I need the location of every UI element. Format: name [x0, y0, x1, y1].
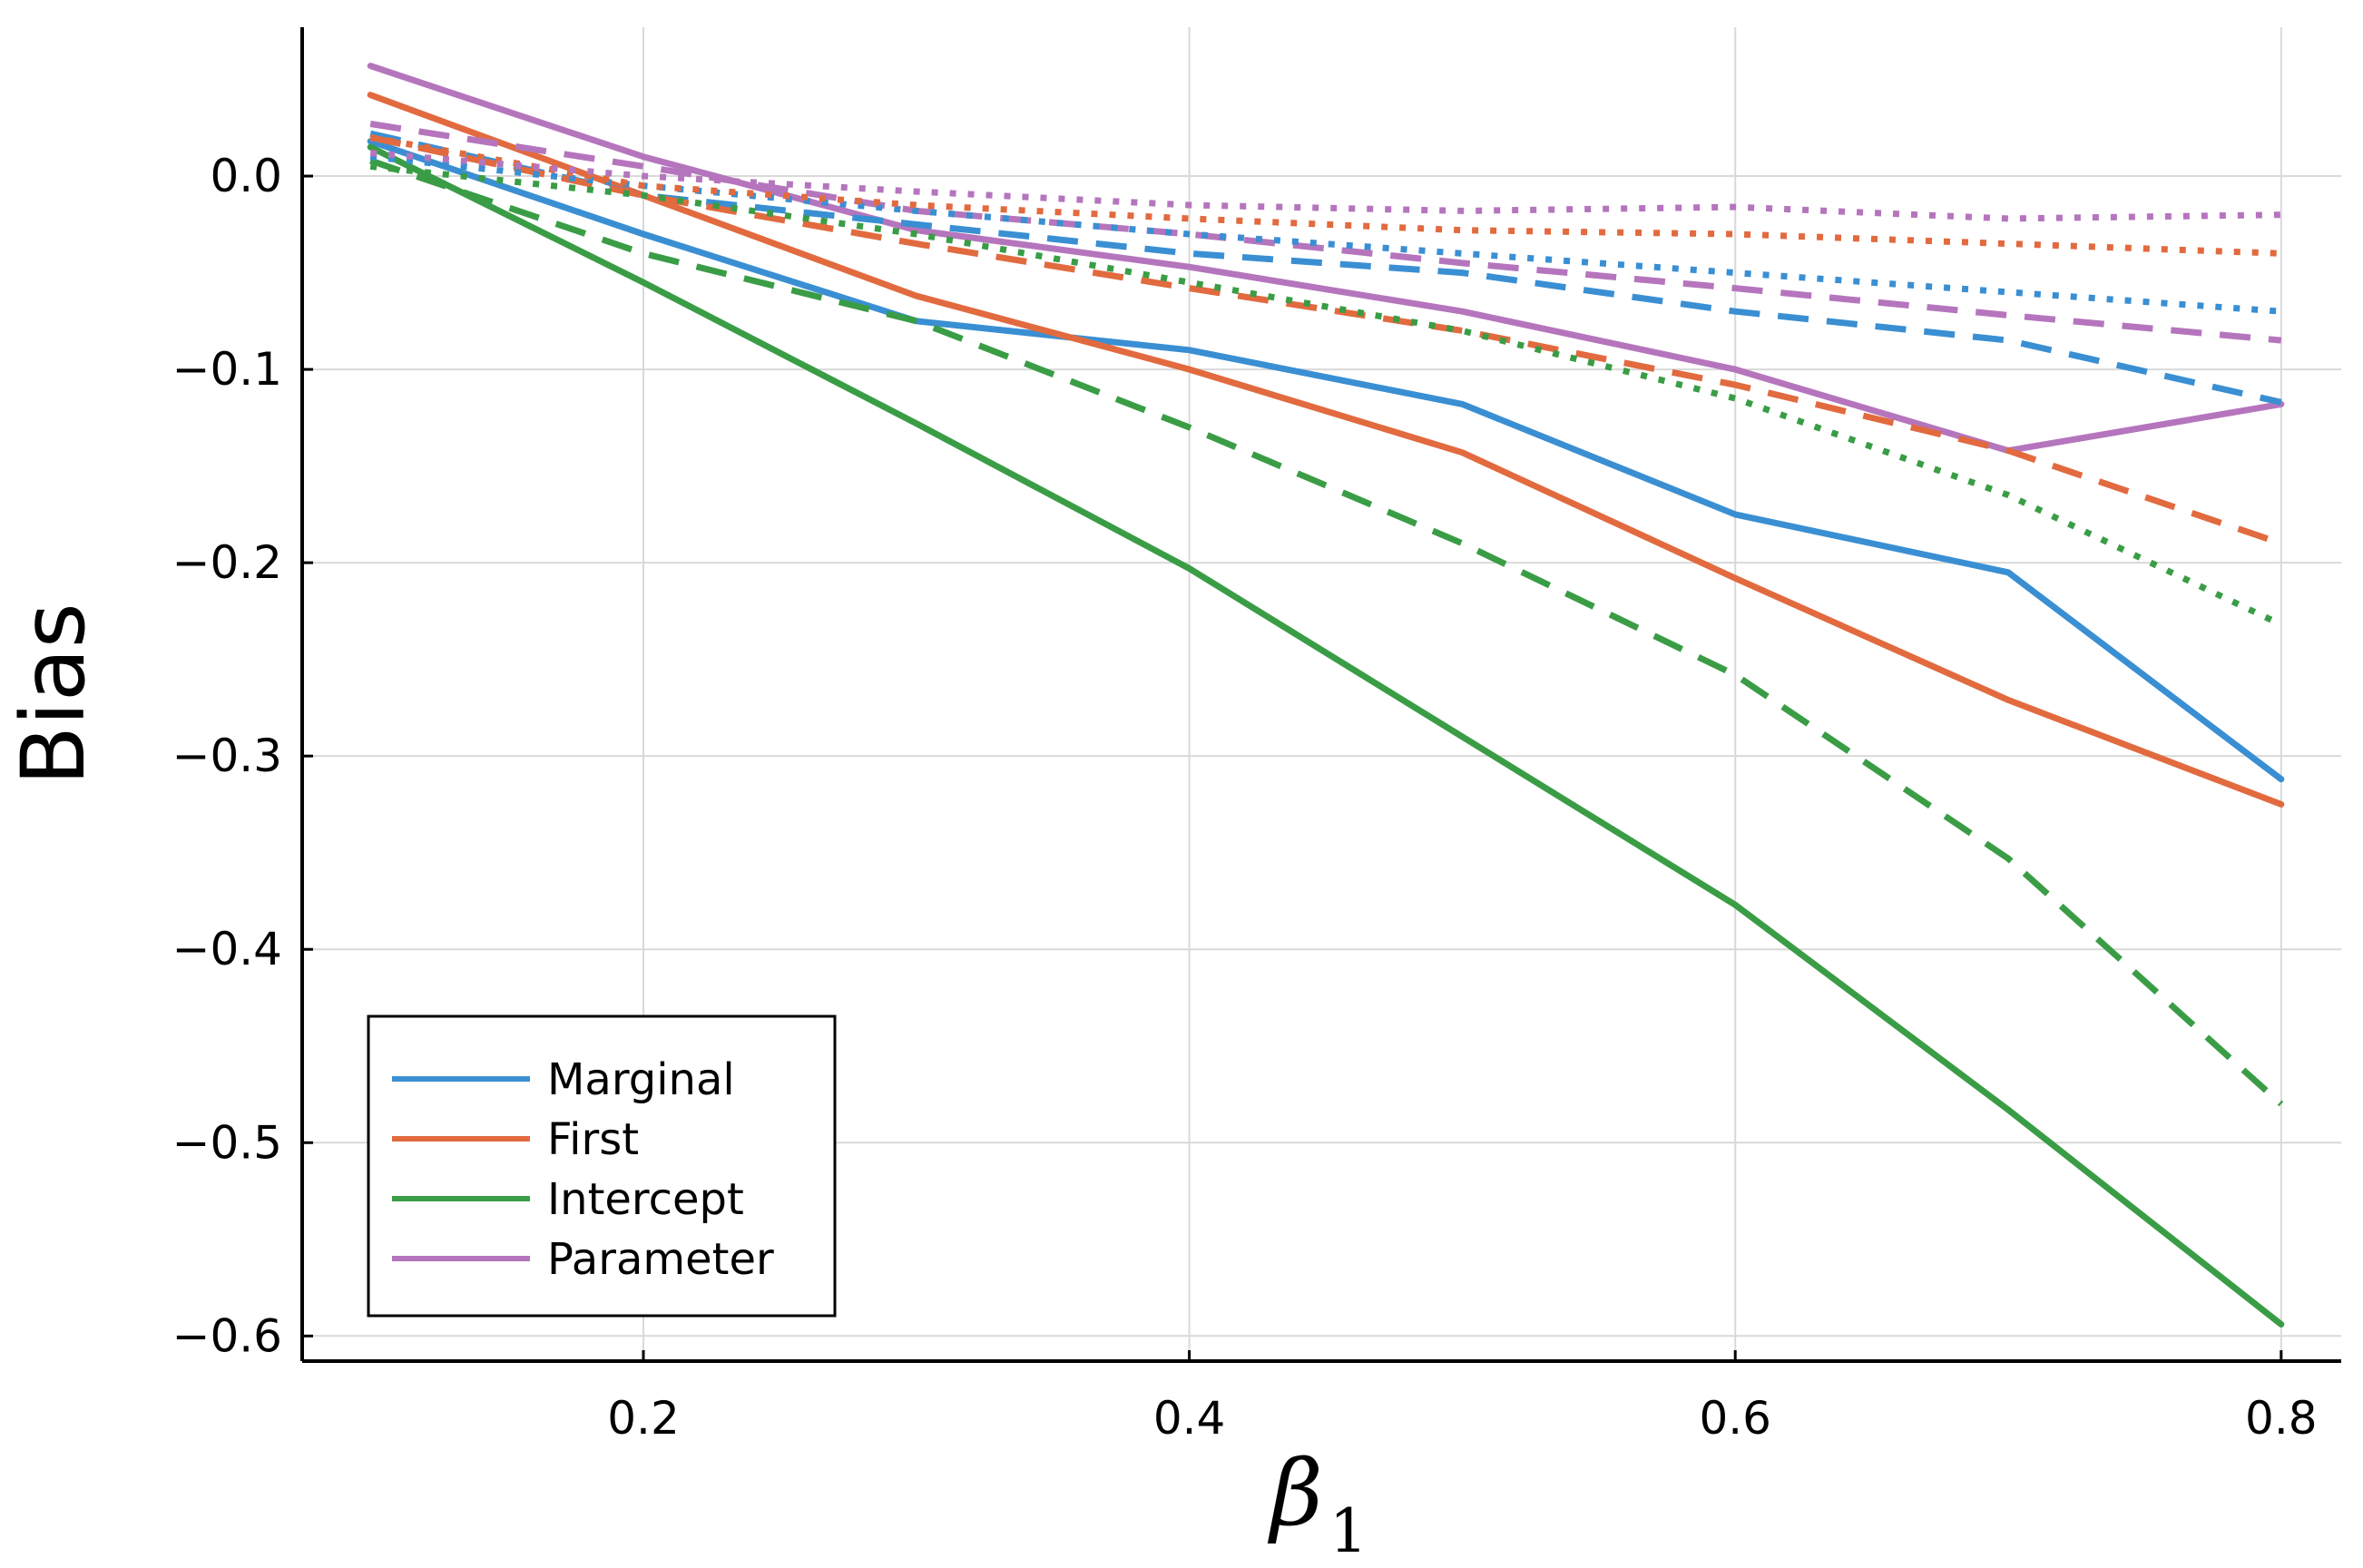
x-tick-label: 0.6	[1699, 1392, 1771, 1445]
y-tick-label: −0.1	[172, 343, 282, 396]
y-tick-label: −0.4	[172, 923, 282, 975]
axes	[300, 27, 2341, 1363]
y-tick-label: −0.2	[172, 536, 282, 589]
series-line-intercept-dashed	[369, 157, 2284, 1107]
x-tick-label: 0.8	[2245, 1392, 2318, 1445]
legend-label-first: First	[547, 1114, 639, 1165]
series-line-intercept-dotted	[369, 162, 2283, 628]
y-tick-label: 0.0	[210, 150, 282, 202]
x-axis-title-symbol: β	[1267, 1440, 1323, 1546]
series-line-marginal	[367, 138, 2285, 783]
series-line-parameter-dashed	[369, 121, 2282, 344]
legend-box	[367, 1014, 837, 1318]
series-line-intercept	[367, 143, 2285, 1328]
tick-labels: 0.2 0.4 0.6 0.8 0.0 −0.1 −0.2 −0.3 −0.4 −0.5 −0.6	[172, 150, 2318, 1445]
y-tick-label: −0.5	[172, 1116, 282, 1169]
y-tick-label: −0.3	[172, 730, 282, 782]
x-tick-label: 0.4	[1153, 1392, 1226, 1445]
legend: Marginal First Intercept Parameter	[367, 1014, 837, 1318]
series-line-marginal-dotted	[369, 153, 2282, 315]
y-axis-title: Bias	[3, 603, 104, 785]
x-axis-title-subscript: 1	[1329, 1496, 1368, 1566]
legend-label-intercept: Intercept	[547, 1174, 744, 1225]
series-lines	[367, 63, 2285, 1328]
legend-label-parameter: Parameter	[547, 1234, 774, 1285]
legend-label-marginal: Marginal	[547, 1054, 735, 1105]
series-line-first	[367, 92, 2285, 808]
y-tick-label: −0.6	[172, 1309, 282, 1362]
x-axis-title: β 1	[1267, 1440, 1368, 1566]
series-line-first-dashed	[369, 133, 2282, 547]
x-tick-label: 0.2	[607, 1392, 680, 1445]
series-line-first-dotted	[369, 133, 2281, 257]
